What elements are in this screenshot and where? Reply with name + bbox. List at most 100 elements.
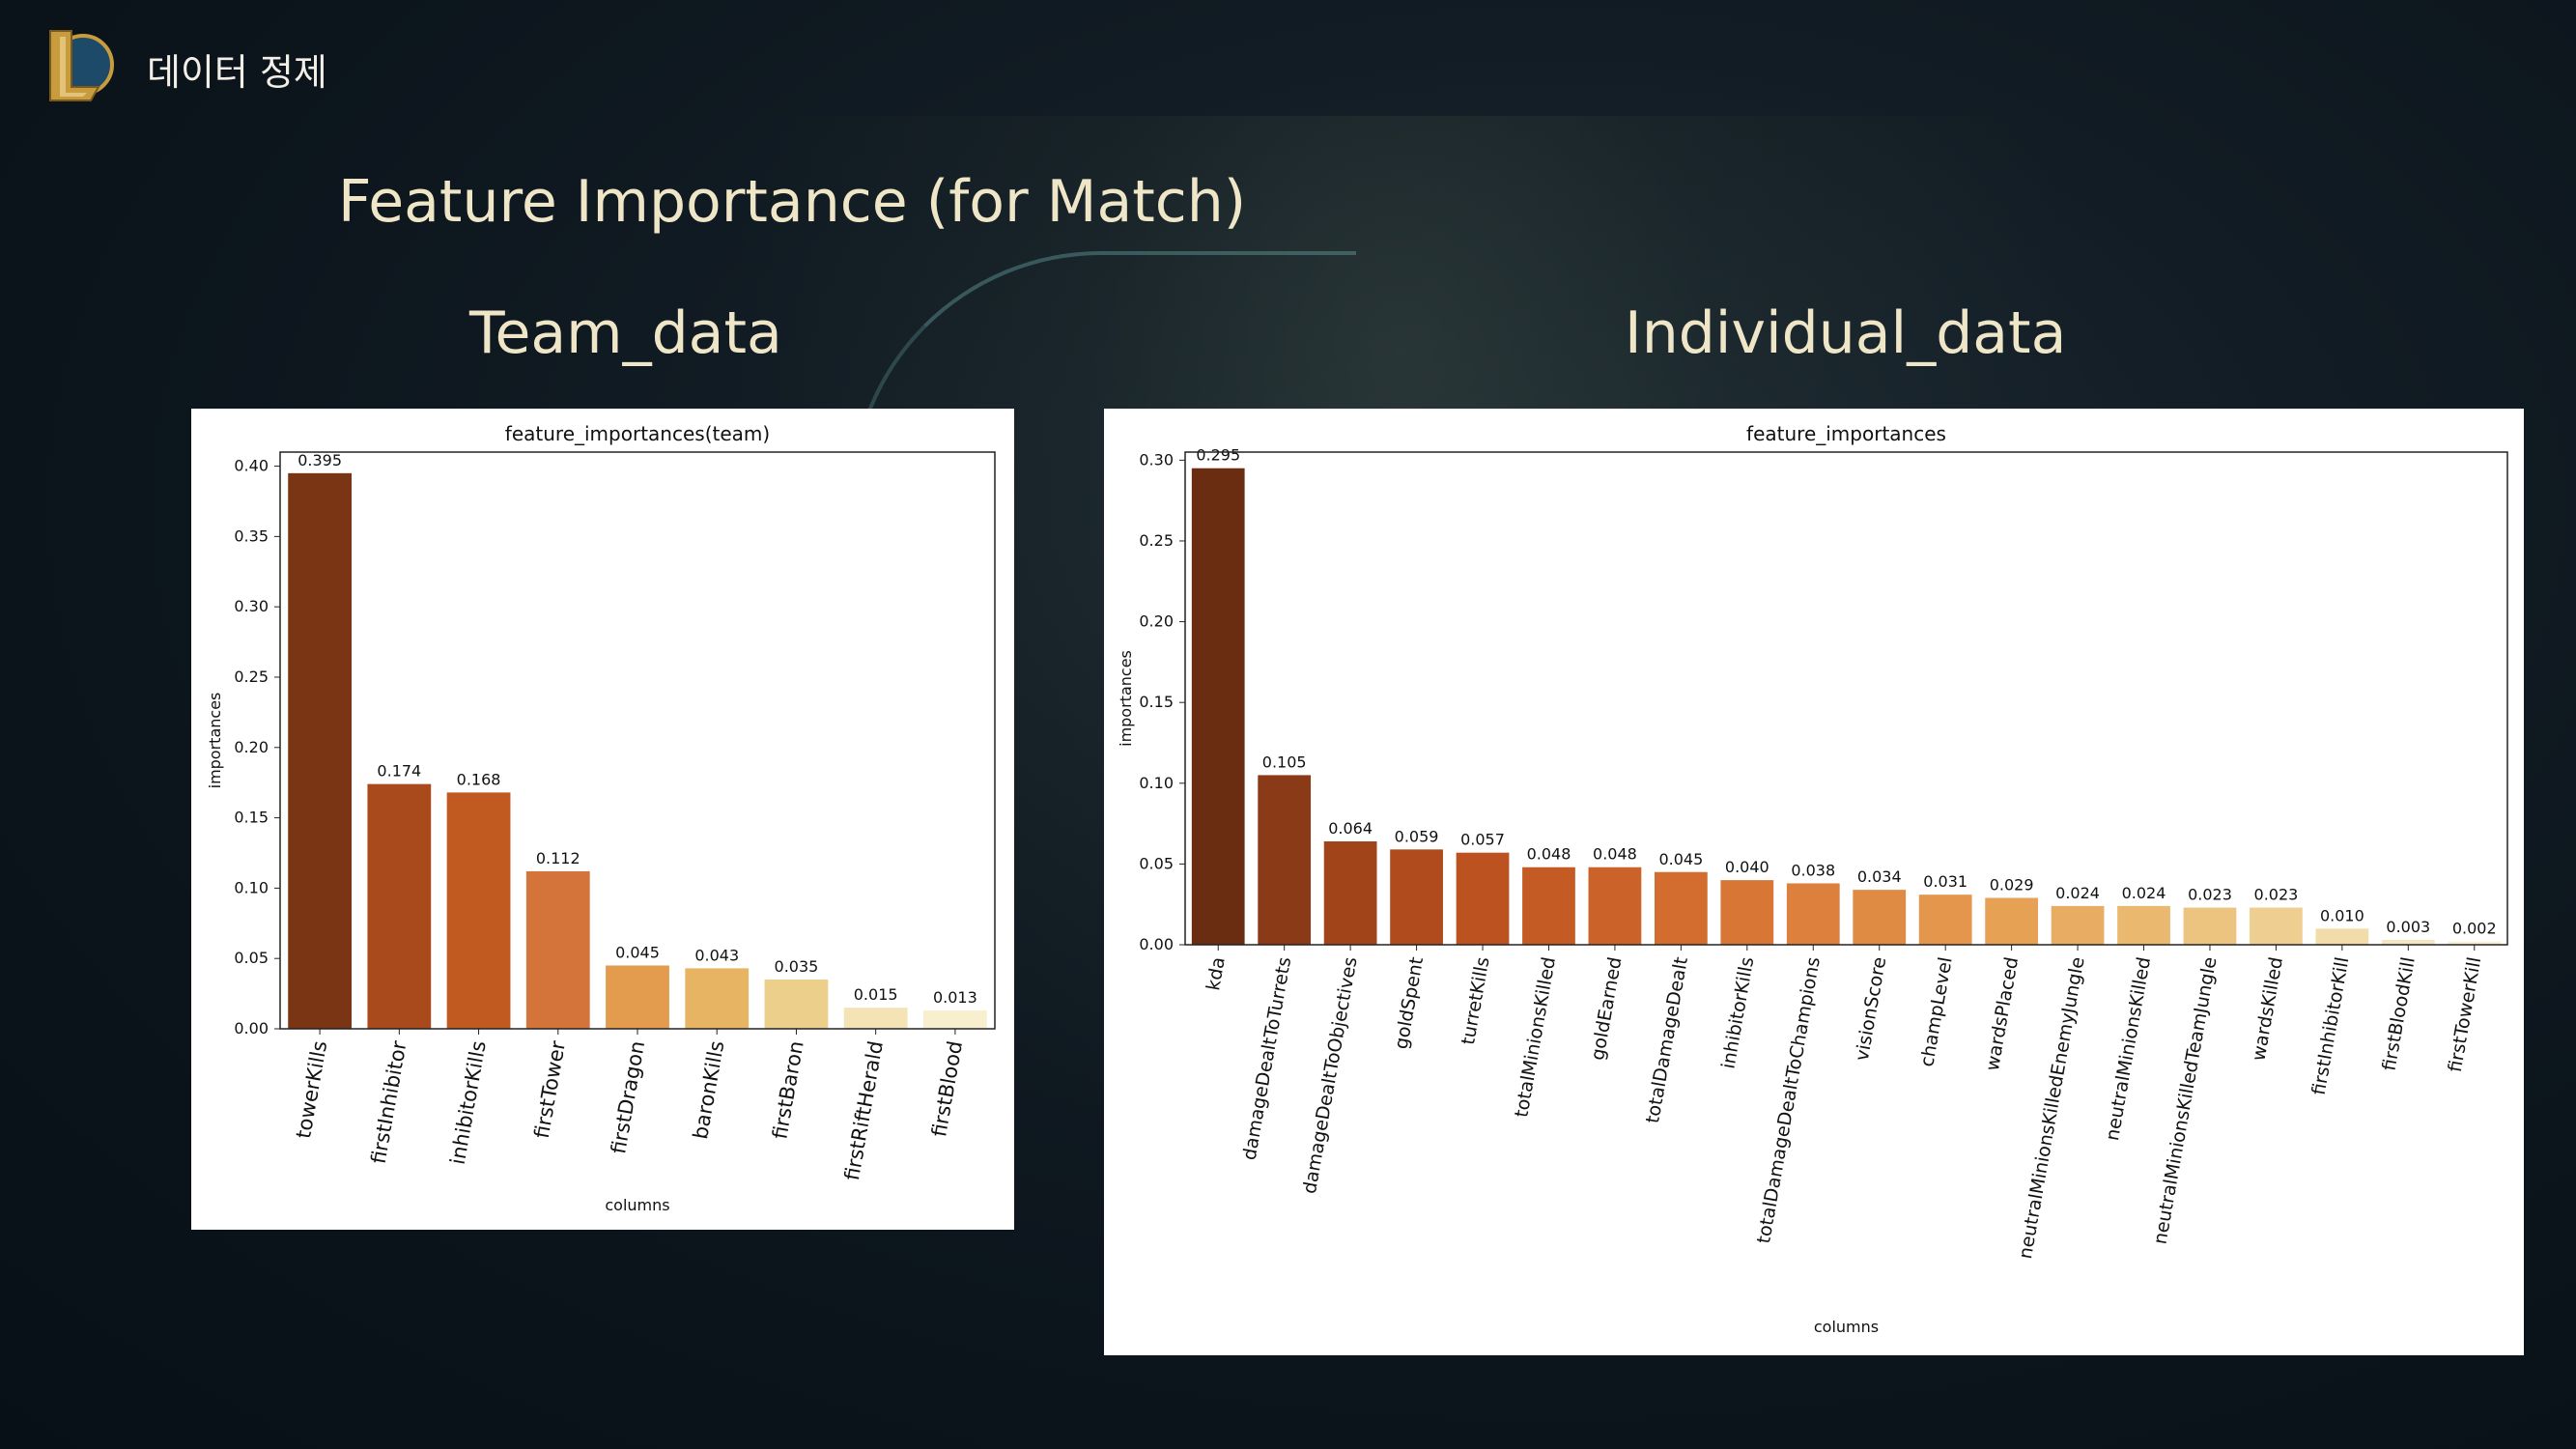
x-tick-label: damageDealtToObjectives — [1299, 955, 1362, 1195]
individual-feature-importance-chart: feature_importances 0.00 0.05 0.10 0.15 0.20 0… — [1117, 422, 2508, 1336]
y-tick-label: 0.10 — [1139, 774, 1174, 792]
slide-title: Feature Importance (for Match) — [338, 168, 1247, 236]
plot-frame — [279, 451, 996, 1030]
x-tick-label: turretKills — [1458, 955, 1494, 1046]
bar-value-label: 0.024 — [2055, 884, 2100, 902]
x-tick-label: totalMinionsKilled — [1511, 955, 1560, 1119]
bar-value-label: 0.057 — [1460, 831, 1505, 849]
bar-value-label: 0.064 — [1328, 819, 1373, 838]
y-tick-label: 0.05 — [1139, 854, 1174, 872]
bar-firstDragon — [606, 965, 669, 1029]
x-tick-label: goldEarned — [1587, 955, 1626, 1062]
y-tick-label: 0.20 — [234, 738, 269, 756]
bar-baronKills — [685, 968, 750, 1029]
bar-value-label: 0.029 — [1990, 876, 2034, 895]
bar-totalDamageDealt — [1654, 871, 1708, 945]
bar-inhibitorKills — [446, 792, 511, 1029]
chart-title: feature_importances — [1746, 422, 1946, 445]
team-feature-importance-chart: feature_importances(team) 0.00 0.05 0.10 0.1… — [206, 422, 996, 1214]
plot-frame — [1184, 451, 2508, 946]
bar-value-label: 0.168 — [457, 770, 501, 788]
bar-firstBaron — [764, 980, 829, 1029]
x-tick-label: inhibitorKills — [1717, 955, 1758, 1070]
bar-towerKills — [288, 472, 352, 1030]
league-logo-icon — [49, 30, 114, 101]
bar-value-label: 0.174 — [377, 762, 421, 781]
bar-value-label: 0.395 — [297, 451, 342, 469]
individual-chart-panel: feature_importances 0.00 0.05 0.10 0.15 0.20 0… — [1104, 409, 2524, 1355]
bar-firstInhibitorKill — [2315, 928, 2369, 945]
bar-neutralMinionsKilled — [2117, 905, 2170, 945]
x-tick-label: towerKills — [292, 1039, 331, 1141]
bar-firstInhibitor — [367, 783, 432, 1029]
x-tick-label: firstTowerKill — [2445, 955, 2486, 1073]
bar-value-label: 0.112 — [536, 849, 580, 867]
bar-value-label: 0.002 — [2452, 920, 2497, 938]
bar-value-label: 0.031 — [1923, 872, 1967, 891]
chart-title: feature_importances(team) — [505, 422, 770, 445]
x-tick-label: goldSpent — [1391, 955, 1428, 1051]
y-tick-label: 0.40 — [234, 457, 269, 475]
y-tick-label: 0.15 — [1139, 693, 1174, 711]
bar-value-label: 0.013 — [933, 988, 977, 1007]
y-tick-label: 0.15 — [234, 809, 269, 827]
bar-damageDealtToObjectives — [1323, 840, 1377, 945]
x-tick-label: neutralMinionsKilledTeamJungle — [2150, 955, 2222, 1246]
x-tick-label: neutralMinionsKilled — [2102, 955, 2155, 1142]
x-tick-label: firstInhibitor — [367, 1038, 411, 1165]
bar-value-label: 0.045 — [615, 943, 660, 961]
bar-inhibitorKills — [1720, 880, 1774, 945]
bar-value-label: 0.003 — [2386, 918, 2430, 936]
x-tick-label: firstBlood — [927, 1039, 967, 1139]
header-title: 데이터 정제 — [147, 51, 327, 94]
x-tick-label: wardsPlaced — [1982, 955, 2023, 1072]
y-tick-label: 0.05 — [234, 949, 269, 967]
bar-value-label: 0.010 — [2320, 906, 2364, 924]
bar-kda — [1191, 468, 1245, 945]
bar-value-label: 0.034 — [1857, 867, 1902, 886]
bar-value-label: 0.035 — [775, 957, 819, 976]
x-tick-label: kda — [1203, 955, 1230, 992]
bar-totalMinionsKilled — [1522, 867, 1575, 945]
bar-value-label: 0.045 — [1658, 850, 1703, 868]
y-tick-label: 0.30 — [234, 597, 269, 615]
bar-value-label: 0.023 — [2188, 886, 2232, 904]
bar-firstRiftHerald — [843, 1008, 908, 1029]
x-axis-label: columns — [1814, 1318, 1879, 1336]
bar-firstBlood — [923, 1010, 987, 1029]
bar-firstTowerKill — [2448, 941, 2502, 945]
x-tick-label: neutralMinionsKilledEnemyJungle — [2015, 955, 2089, 1261]
y-tick-label: 0.30 — [1139, 450, 1174, 469]
x-tick-label: totalDamageDealtToChampions — [1753, 955, 1825, 1245]
x-tick-label: visionScore — [1852, 955, 1891, 1063]
bar-value-label: 0.015 — [854, 985, 898, 1004]
bar-champLevel — [1918, 895, 1972, 945]
bar-neutralMinionsKilledTeamJungle — [2183, 907, 2237, 945]
bar-wardsPlaced — [1985, 897, 2039, 945]
bar-value-label: 0.105 — [1262, 753, 1307, 771]
x-axis-label: columns — [605, 1196, 669, 1214]
team-data-heading: Team_data — [469, 299, 782, 367]
y-axis-label: importances — [1117, 650, 1135, 747]
bar-goldEarned — [1588, 867, 1642, 945]
y-tick-label: 0.25 — [1139, 531, 1174, 550]
bar-damageDealtToTurrets — [1258, 775, 1312, 945]
bar-neutralMinionsKilledEnemyJungle — [2051, 905, 2105, 945]
y-tick-label: 0.10 — [234, 878, 269, 896]
bar-visionScore — [1853, 890, 1907, 945]
bar-wardsKilled — [2250, 907, 2303, 945]
x-tick-label: firstInhibitorKill — [2308, 955, 2354, 1096]
x-tick-label: firstDragon — [607, 1039, 649, 1156]
bar-value-label: 0.024 — [2122, 884, 2166, 902]
team-chart-panel: feature_importances(team) 0.00 0.05 0.10 0.1… — [191, 409, 1014, 1230]
individual-data-heading: Individual_data — [1625, 299, 2067, 367]
bar-value-label: 0.038 — [1791, 861, 1835, 879]
bar-value-label: 0.295 — [1196, 446, 1240, 465]
bar-goldSpent — [1390, 849, 1443, 945]
y-axis-label: importances — [206, 693, 224, 789]
bar-totalDamageDealtToChampions — [1786, 883, 1840, 945]
bar-firstTower — [525, 870, 590, 1029]
x-tick-label: inhibitorKills — [446, 1039, 491, 1167]
x-tick-label: champLevel — [1916, 955, 1957, 1068]
x-tick-label: baronKills — [689, 1039, 728, 1141]
